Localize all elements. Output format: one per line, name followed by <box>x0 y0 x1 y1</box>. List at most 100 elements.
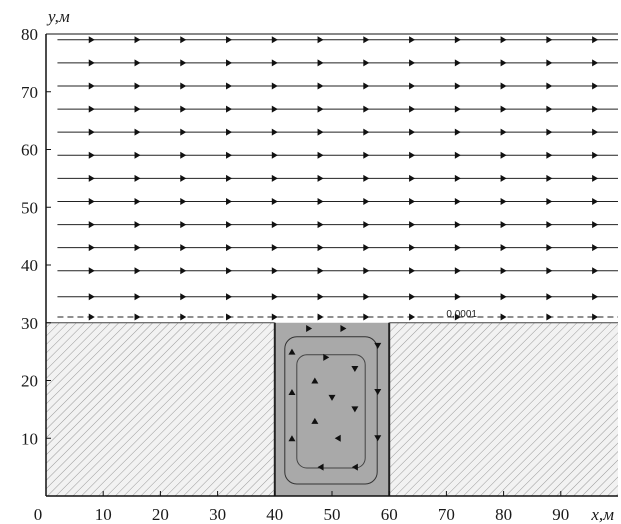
flow-arrow <box>592 82 599 90</box>
x-tick-label: 0 <box>34 505 43 524</box>
flow-arrow <box>134 105 141 113</box>
x-tick-label: 50 <box>324 505 341 524</box>
flow-arrow <box>500 244 507 252</box>
y-tick-label: 50 <box>21 198 38 217</box>
vortex-arrow <box>311 417 319 424</box>
flow-arrow <box>546 105 553 113</box>
flow-arrow <box>134 221 141 229</box>
flow-arrow <box>88 151 95 159</box>
flow-arrow <box>271 293 278 301</box>
flow-arrow <box>317 82 324 90</box>
flow-arrow <box>134 151 141 159</box>
flow-arrow <box>363 82 370 90</box>
flow-arrow <box>500 151 507 159</box>
flow-arrow <box>592 174 599 182</box>
flow-arrow <box>180 174 187 182</box>
flow-arrow <box>317 267 324 275</box>
flow-arrow <box>454 293 461 301</box>
flow-arrow <box>271 36 278 44</box>
vortex-arrow <box>317 463 324 471</box>
flow-arrow <box>317 313 324 321</box>
flow-arrow <box>180 105 187 113</box>
flow-arrow <box>546 82 553 90</box>
flow-arrow <box>180 128 187 136</box>
flow-arrow <box>546 36 553 44</box>
y-axis-label: y,м <box>46 7 70 26</box>
y-tick-label: 30 <box>21 314 38 333</box>
flow-arrow <box>454 197 461 205</box>
axes-layer: 10 20 30 40 50 60 70 80 0 10 20 30 40 50 60 70 80 90 x,м y,… <box>21 7 618 524</box>
x-tick-label: 30 <box>209 505 226 524</box>
y-tick-label: 60 <box>21 141 38 160</box>
flow-arrow <box>271 174 278 182</box>
flow-arrow <box>500 174 507 182</box>
flow-arrow <box>317 59 324 67</box>
flow-arrow <box>546 267 553 275</box>
flow-arrow <box>409 267 416 275</box>
x-tick-label: 20 <box>152 505 169 524</box>
flow-arrow <box>454 59 461 67</box>
flow-arrow <box>363 221 370 229</box>
flow-arrow <box>592 59 599 67</box>
flow-arrow <box>134 244 141 252</box>
flow-arrow <box>409 59 416 67</box>
y-tick-label: 40 <box>21 256 38 275</box>
flow-arrow <box>226 221 233 229</box>
canyon-vortex-layer <box>288 325 382 471</box>
flow-arrow <box>546 151 553 159</box>
flow-arrow <box>271 197 278 205</box>
canyon-contour-inner <box>296 354 366 469</box>
flow-arrow <box>226 313 233 321</box>
flow-arrow <box>454 174 461 182</box>
y-tick-label: 20 <box>21 372 38 391</box>
flow-arrow <box>409 313 416 321</box>
flow-arrow <box>592 313 599 321</box>
flow-arrow <box>592 221 599 229</box>
flow-arrow <box>180 36 187 44</box>
flow-arrow <box>454 267 461 275</box>
x-tick-label: 90 <box>552 505 569 524</box>
flow-arrow <box>226 244 233 252</box>
flow-arrow <box>363 244 370 252</box>
flow-arrow <box>271 221 278 229</box>
flow-arrow <box>226 128 233 136</box>
flow-arrow <box>409 105 416 113</box>
vortex-arrow <box>334 434 341 442</box>
flow-arrow <box>363 151 370 159</box>
flow-arrow <box>88 105 95 113</box>
flow-arrow <box>134 82 141 90</box>
flow-arrow <box>180 82 187 90</box>
flow-arrow <box>88 313 95 321</box>
y-tick-label: 10 <box>21 429 38 448</box>
flow-arrow <box>226 151 233 159</box>
flow-arrow <box>363 197 370 205</box>
flow-arrow <box>363 36 370 44</box>
flow-arrow <box>363 174 370 182</box>
flow-arrow <box>592 105 599 113</box>
flow-arrow <box>363 313 370 321</box>
flow-arrow <box>409 151 416 159</box>
flow-arrow <box>363 293 370 301</box>
flow-arrow <box>180 221 187 229</box>
vortex-arrow <box>351 365 359 372</box>
flow-arrow <box>363 105 370 113</box>
flow-arrow <box>271 151 278 159</box>
flow-arrow <box>88 128 95 136</box>
flow-arrow <box>454 36 461 44</box>
flow-arrow <box>500 313 507 321</box>
flow-arrow <box>88 221 95 229</box>
ground-block-left <box>46 322 275 496</box>
vortex-arrow <box>306 325 313 333</box>
flow-arrow <box>454 244 461 252</box>
flow-arrow <box>317 174 324 182</box>
vortex-arrow <box>374 435 382 442</box>
flow-arrow <box>317 293 324 301</box>
flow-arrow <box>546 174 553 182</box>
x-tick-label: 70 <box>438 505 455 524</box>
flow-arrow <box>271 313 278 321</box>
flow-arrow <box>454 82 461 90</box>
flow-arrow <box>592 36 599 44</box>
ground-layer <box>46 322 618 496</box>
flow-arrow <box>500 105 507 113</box>
flow-arrow <box>88 197 95 205</box>
